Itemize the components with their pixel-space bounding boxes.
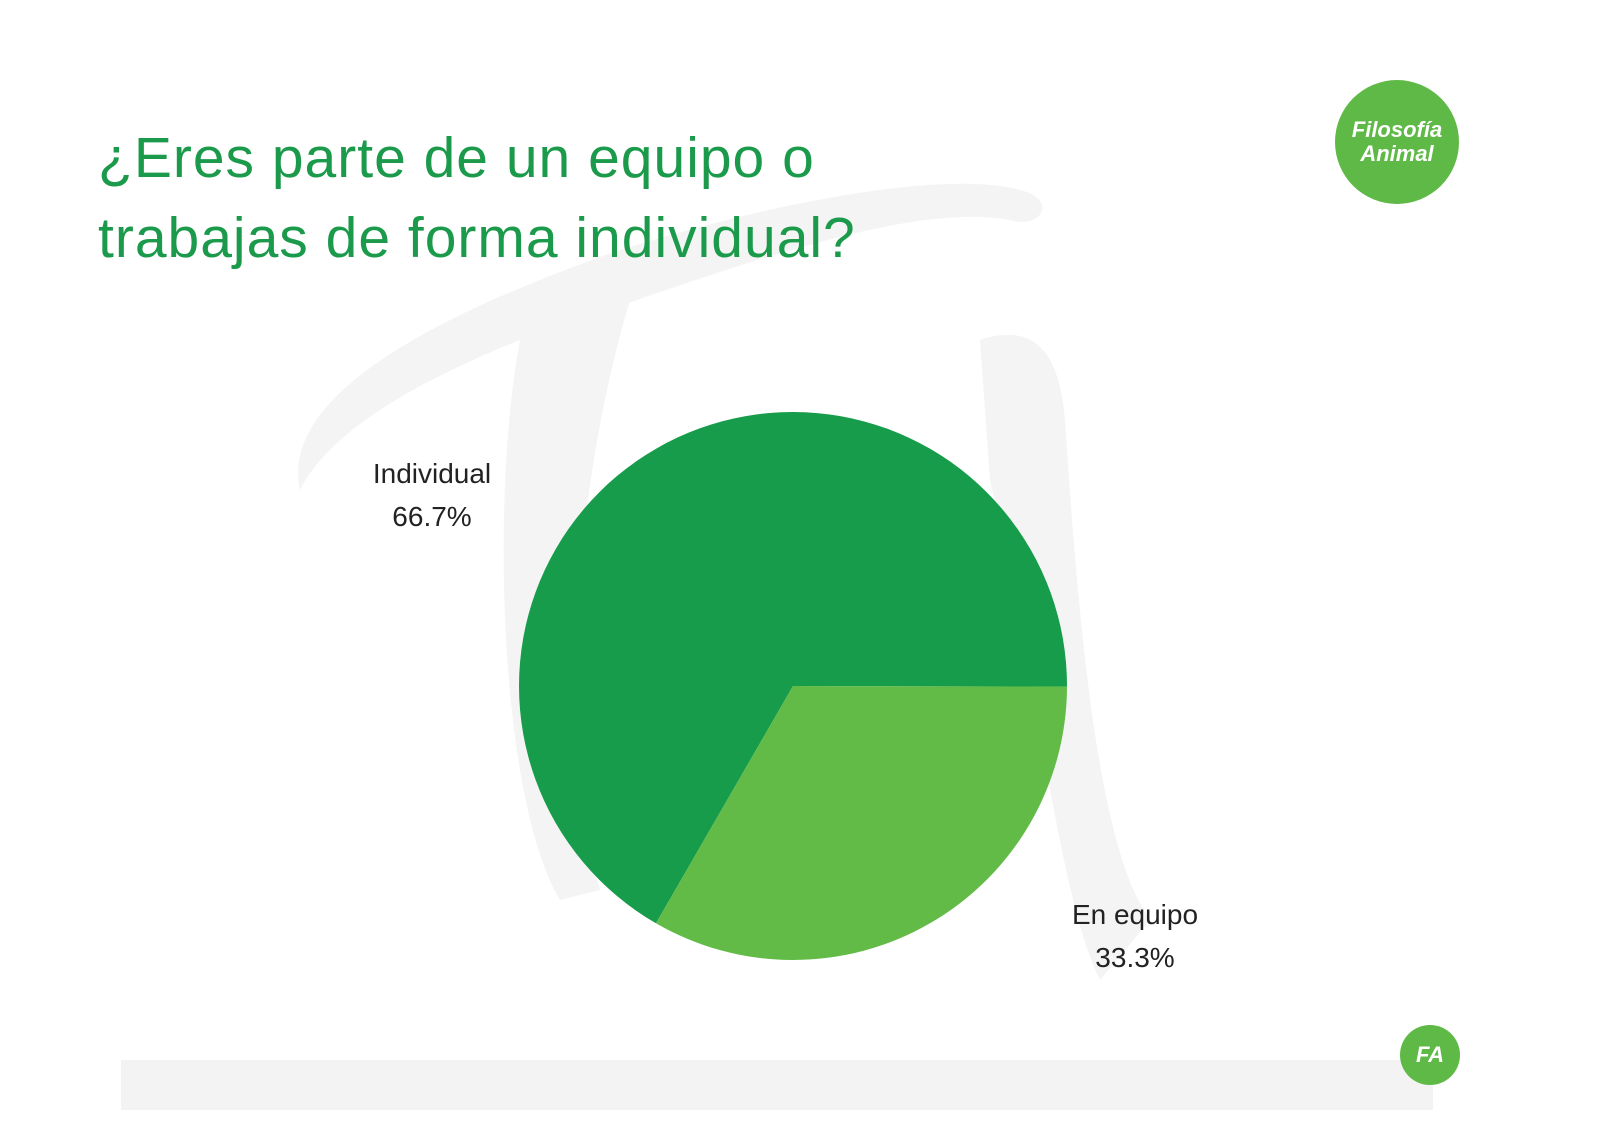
slice-label: En equipo [1072, 899, 1198, 930]
footer-logo: FA [1400, 1025, 1460, 1085]
chart-title: ¿Eres parte de un equipo o trabajas de f… [98, 126, 856, 270]
pie-slice [519, 411, 1068, 924]
slice-label: Individual [373, 458, 491, 489]
logo: Filosofía Animal [1335, 80, 1459, 204]
footer-band [121, 1060, 1433, 1110]
watermark [298, 183, 1043, 490]
pie-slice [656, 686, 1067, 960]
value-label: 66.7% [392, 501, 471, 532]
value-label: 33.3% [1095, 942, 1174, 973]
